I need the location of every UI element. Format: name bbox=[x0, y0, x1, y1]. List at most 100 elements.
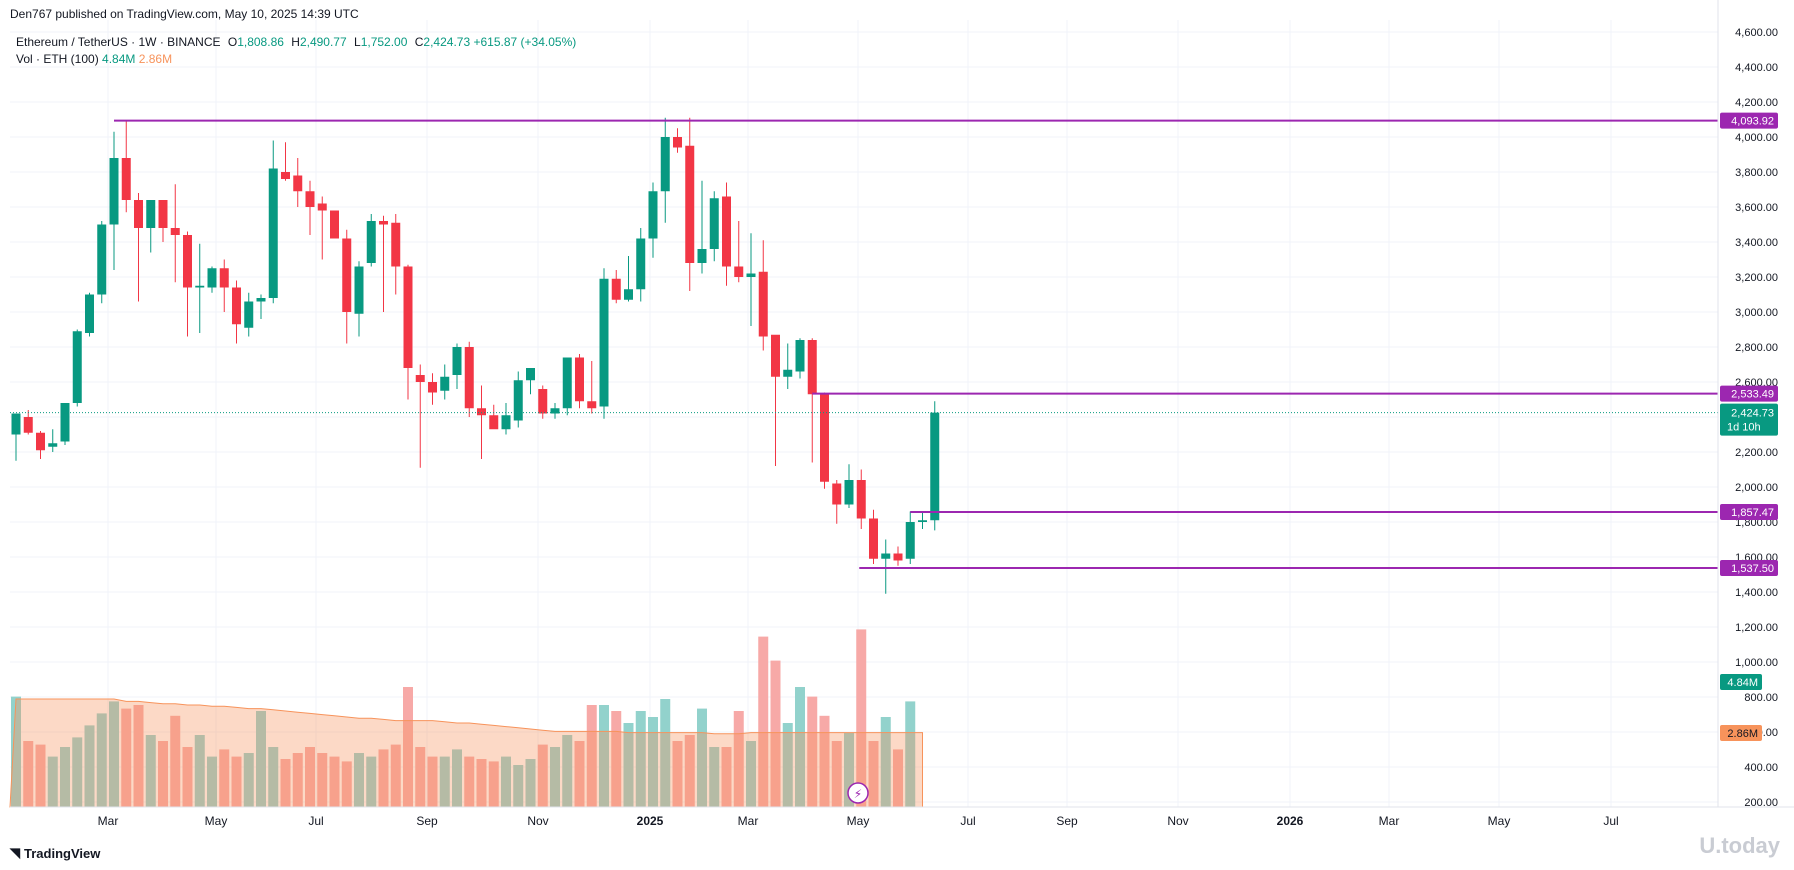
volume-bars bbox=[11, 629, 916, 807]
volume-bar bbox=[746, 741, 756, 807]
candle-body bbox=[85, 294, 94, 333]
close-value: 2,424.73 bbox=[423, 35, 471, 49]
candle-body bbox=[709, 198, 719, 249]
candle-body bbox=[268, 168, 278, 298]
candle-body bbox=[415, 375, 425, 382]
candle-body bbox=[820, 394, 829, 482]
replay-icon[interactable]: ⚡ bbox=[847, 782, 869, 804]
volume-bar bbox=[672, 741, 683, 807]
volume-bar bbox=[439, 756, 450, 807]
candle-body bbox=[134, 200, 143, 228]
volume-bar bbox=[427, 756, 438, 807]
time-tick-label: May bbox=[1488, 814, 1511, 828]
volume-bar bbox=[684, 735, 695, 807]
tradingview-logo[interactable]: ◥ TradingView bbox=[10, 845, 100, 861]
volume-bar bbox=[660, 699, 671, 807]
price-tick-label: 1,800.00 bbox=[1735, 517, 1778, 529]
volume-bar bbox=[464, 756, 475, 807]
candle-body bbox=[452, 347, 462, 375]
volume-bar bbox=[145, 735, 156, 807]
volume-bar bbox=[550, 747, 560, 807]
candle-body bbox=[489, 415, 499, 430]
price-tick-label: 200.00 bbox=[1744, 797, 1778, 809]
volume-bar bbox=[574, 741, 585, 807]
volume-ma-value: 2.86M bbox=[138, 52, 173, 66]
volume-bar bbox=[182, 747, 193, 807]
time-tick-label: May bbox=[847, 814, 870, 828]
volume-bar bbox=[60, 747, 70, 807]
candle-body bbox=[354, 266, 364, 314]
candle-body bbox=[722, 196, 731, 267]
volume-bar bbox=[378, 749, 389, 807]
candle-body bbox=[869, 518, 878, 559]
candle-body bbox=[758, 271, 768, 337]
price-tags: 4,093.92 2,533.49 1,857.47 1,537.50 2,424.73… bbox=[1720, 112, 1778, 741]
candle-body bbox=[538, 389, 548, 414]
volume-bar bbox=[329, 756, 340, 807]
volume-value: 4.84M bbox=[102, 52, 136, 66]
candle-body bbox=[48, 443, 58, 447]
volume-bar bbox=[109, 701, 119, 807]
candle-body bbox=[158, 200, 168, 228]
horizontal-levels bbox=[114, 119, 1718, 569]
candle-body bbox=[219, 268, 229, 288]
volume-indicator-name[interactable]: Vol · ETH (100) bbox=[16, 52, 99, 66]
volume-bar bbox=[599, 705, 609, 807]
candle-body bbox=[599, 278, 609, 407]
candle-body bbox=[832, 483, 842, 505]
volume-bar bbox=[807, 696, 818, 807]
volume-bar bbox=[513, 765, 524, 807]
volume-ma-area bbox=[9, 698, 923, 808]
candle-body bbox=[685, 145, 695, 263]
price-tick-label: 2,000.00 bbox=[1735, 482, 1778, 494]
level-tag-label: 1,537.50 bbox=[1731, 563, 1774, 575]
volume-bar bbox=[256, 711, 266, 807]
volume-bar bbox=[11, 696, 21, 807]
candle-body bbox=[881, 553, 891, 559]
volume-bar bbox=[452, 749, 462, 807]
time-axis: Mar May Jul Sep Nov 2025 Mar May Jul Sep Nov 2026 Ma… bbox=[98, 814, 1619, 828]
candle-body bbox=[256, 298, 266, 302]
volume-bar bbox=[23, 741, 34, 807]
countdown-label: 1d 10h bbox=[1727, 422, 1761, 434]
candles bbox=[11, 117, 940, 594]
price-tick-label: 4,000.00 bbox=[1735, 132, 1778, 144]
candle-body bbox=[562, 357, 572, 409]
volume-bar bbox=[488, 761, 499, 807]
candle-body bbox=[36, 432, 45, 451]
volume-bar bbox=[305, 747, 315, 807]
price-tick-label: 4,200.00 bbox=[1735, 97, 1778, 109]
volume-bar bbox=[231, 756, 242, 807]
volume-bar bbox=[403, 687, 413, 807]
time-tick-label: Nov bbox=[527, 814, 548, 828]
volume-bar bbox=[611, 711, 622, 807]
price-tick-label: 1,400.00 bbox=[1735, 587, 1778, 599]
volume-ma-tag-label: 2.86M bbox=[1727, 728, 1758, 740]
volume-bar bbox=[697, 708, 707, 807]
volume-bar bbox=[317, 753, 328, 807]
price-tick-label: 4,400.00 bbox=[1735, 62, 1778, 74]
candle-body bbox=[513, 380, 523, 421]
level-tag-label: 4,093.92 bbox=[1731, 116, 1774, 128]
candle-body bbox=[183, 235, 192, 288]
candle-body bbox=[366, 221, 376, 263]
symbol-name[interactable]: Ethereum / TetherUS · 1W · BINANCE bbox=[16, 35, 221, 49]
candle-body bbox=[170, 228, 180, 235]
volume-legend: Vol · ETH (100) 4.84M 2.86M bbox=[16, 52, 172, 66]
volume-bar bbox=[415, 747, 426, 807]
volume-bar bbox=[194, 735, 205, 807]
change-value: +615.87 (+34.05%) bbox=[473, 35, 577, 49]
candle-body bbox=[195, 285, 205, 288]
candle-body bbox=[60, 403, 70, 442]
candle-body bbox=[293, 175, 303, 192]
candle-body bbox=[330, 210, 339, 239]
candle-body bbox=[856, 480, 866, 519]
candle-body bbox=[23, 417, 33, 433]
time-tick-label: Jul bbox=[1603, 814, 1618, 828]
candle-body bbox=[501, 415, 511, 430]
level-tag bbox=[1720, 503, 1778, 520]
candle-body bbox=[97, 224, 107, 295]
candle-body bbox=[734, 266, 744, 277]
candle-body bbox=[660, 137, 670, 192]
